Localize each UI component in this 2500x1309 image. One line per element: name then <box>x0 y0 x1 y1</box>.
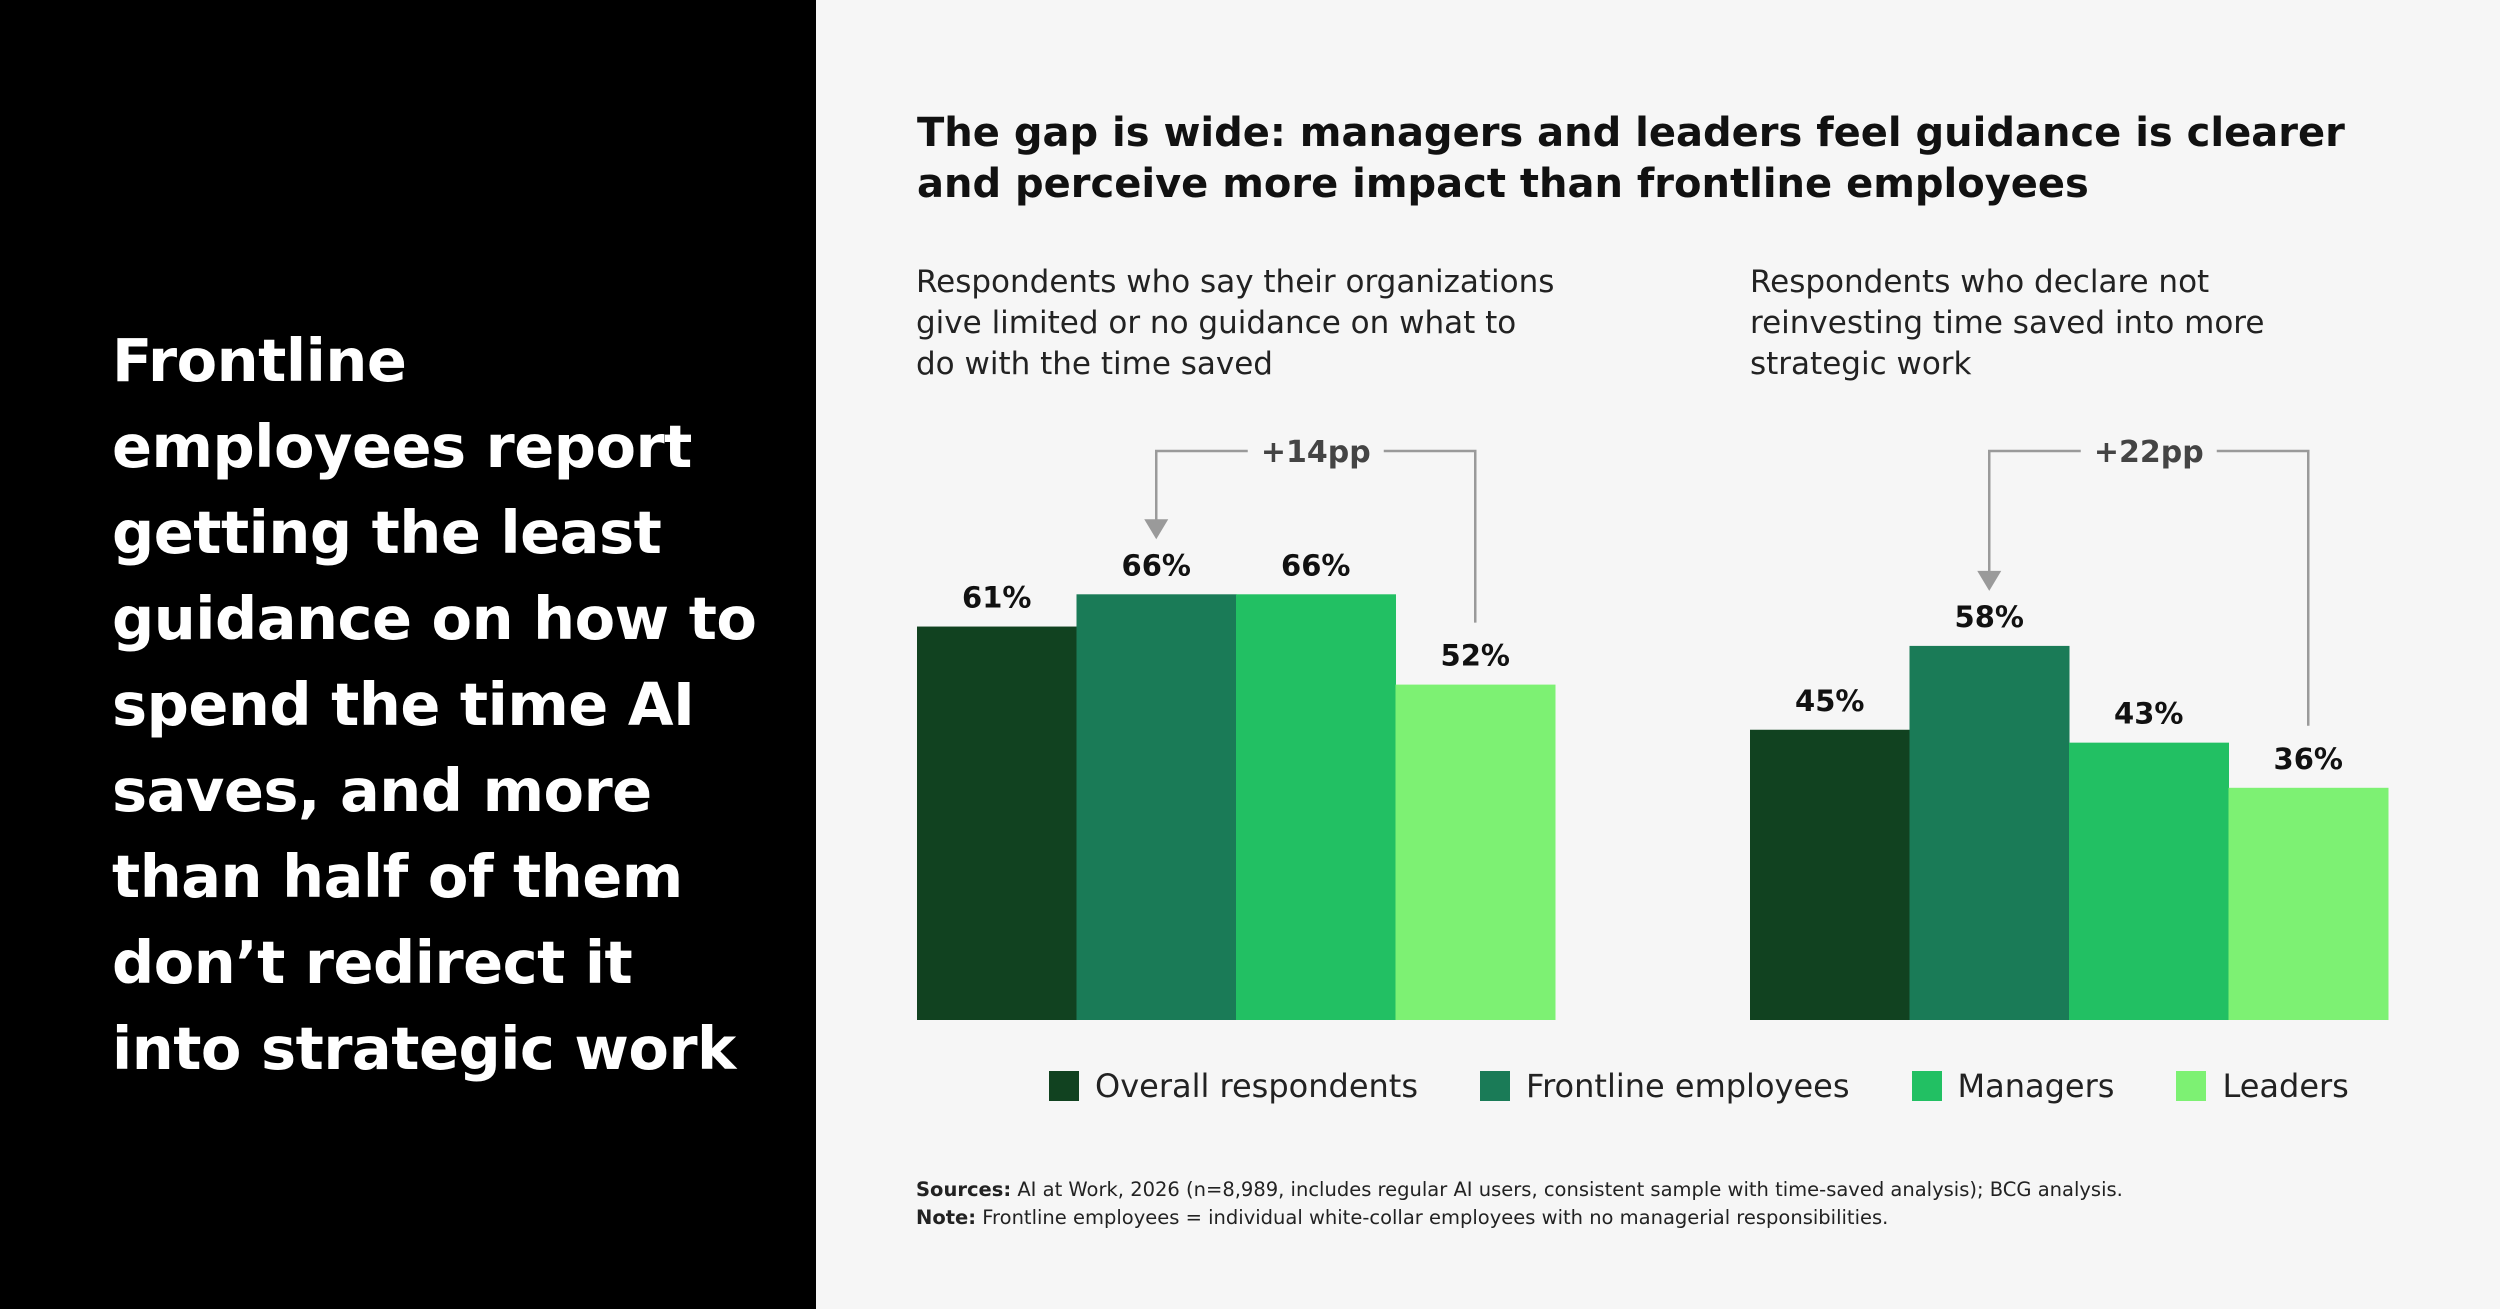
legend-item-managers: Managers <box>1911 1067 2115 1105</box>
headline: Frontline employees report getting the l… <box>112 326 757 1083</box>
gap-annotation-label: +22pp <box>2094 435 2204 470</box>
legend-swatch <box>2176 1071 2207 1101</box>
bar <box>1395 684 1556 1020</box>
legend-label: Leaders <box>2222 1067 2349 1105</box>
bar-value-label: 45% <box>1795 684 1864 718</box>
sources-text: AI at Work, 2026 (n=8,989, includes regu… <box>1011 1178 2123 1201</box>
note-label: Note: <box>916 1206 977 1229</box>
arrow-down-icon <box>1977 570 2002 591</box>
sources-note: Sources: AI at Work, 2026 (n=8,989, incl… <box>916 1176 2416 1204</box>
bar-value-label: 36% <box>2274 742 2343 776</box>
chart-title: The gap is wide: managers and leaders fe… <box>917 110 2345 207</box>
gap-bracket-line <box>1988 449 2081 573</box>
footnotes: Sources: AI at Work, 2026 (n=8,989, incl… <box>916 1176 2416 1232</box>
legend-label: Overall respondents <box>1095 1067 1419 1105</box>
bar <box>1076 594 1237 1020</box>
legend-item-overall: Overall respondents <box>1049 1067 1418 1105</box>
note-text: Frontline employees = individual white-c… <box>976 1206 1889 1229</box>
sources-label: Sources: <box>916 1178 1012 1201</box>
legend-item-leaders: Leaders <box>2176 1067 2349 1105</box>
legend-label: Frontline employees <box>1526 1067 1850 1105</box>
bar <box>1909 645 2070 1020</box>
bar-value-label: 61% <box>962 581 1031 615</box>
bar-value-label: 66% <box>1122 548 1191 582</box>
bar <box>1236 594 1396 1020</box>
gap-bracket-line <box>2216 449 2310 726</box>
legend-label: Managers <box>1957 1067 2115 1105</box>
definition-note: Note: Frontline employees = individual w… <box>916 1204 2416 1232</box>
bar-value-label: 43% <box>2114 697 2183 731</box>
bar-value-label: 52% <box>1441 639 1510 673</box>
legend-swatch <box>1480 1071 1511 1101</box>
gap-bracket-line <box>1155 449 1248 522</box>
gap-annotation-label: +14pp <box>1261 435 1371 470</box>
bar-value-label: 58% <box>1955 600 2024 634</box>
bar-value-label: 66% <box>1281 548 1350 582</box>
bar <box>1750 729 1910 1020</box>
bar <box>2228 787 2389 1020</box>
legend-item-frontline: Frontline employees <box>1480 1067 1850 1105</box>
legend-swatch <box>1911 1071 1942 1101</box>
bar <box>2069 742 2229 1020</box>
legend: Overall respondents Frontline employees … <box>1049 1064 2411 1108</box>
bar <box>917 626 1077 1020</box>
gap-bracket-line <box>1383 449 1477 623</box>
legend-swatch <box>1049 1071 1079 1101</box>
right-chart-subtitle: Respondents who declare not reinvesting … <box>1750 264 2265 382</box>
headline-panel: Frontline employees report getting the l… <box>0 0 816 1309</box>
left-chart-subtitle: Respondents who say their organizations … <box>916 264 1555 382</box>
arrow-down-icon <box>1144 519 1169 540</box>
